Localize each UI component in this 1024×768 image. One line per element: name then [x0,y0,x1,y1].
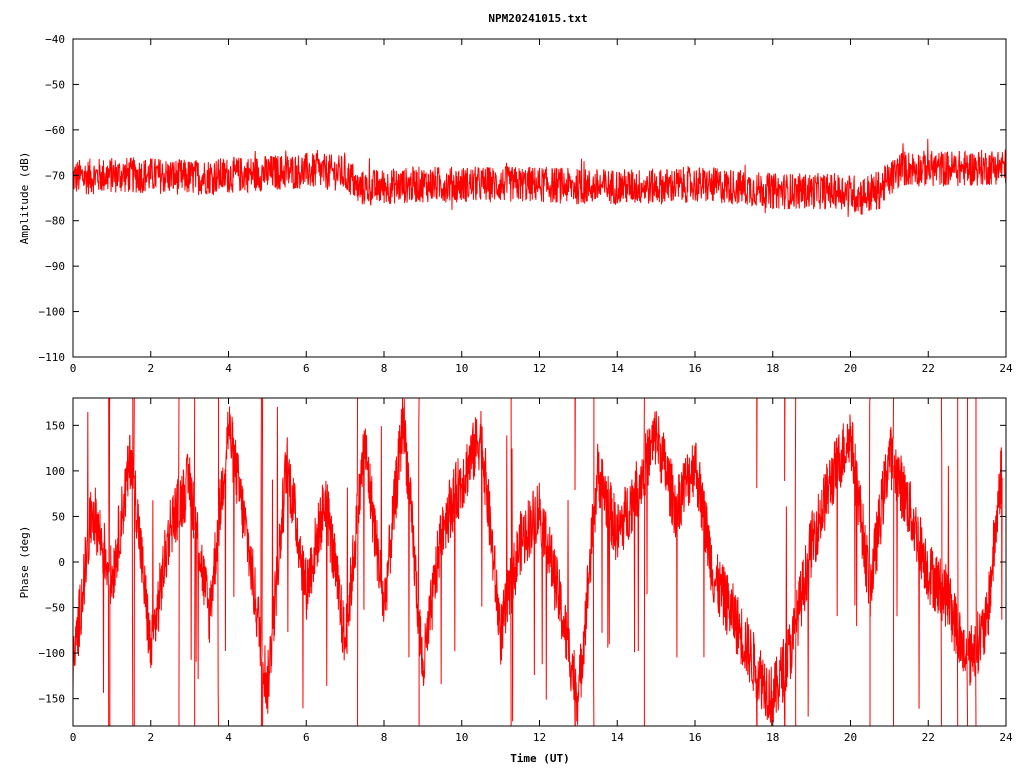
phase-xtick-label: 0 [70,731,77,744]
phase-xtick-label: 14 [611,731,625,744]
phase-ytick-label: 100 [45,465,65,478]
amplitude-xtick-label: 6 [303,362,310,375]
phase-xtick-label: 16 [688,731,701,744]
amplitude-xtick-label: 12 [533,362,546,375]
phase-xlabel: Time (UT) [510,752,570,765]
amplitude-ytick-label: −70 [45,169,65,182]
amplitude-ytick-label: −80 [45,215,65,228]
amplitude-xtick-label: 10 [455,362,468,375]
amplitude-ytick-label: −40 [45,33,65,46]
phase-xtick-label: 4 [225,731,232,744]
amplitude-ytick-label: −60 [45,124,65,137]
amplitude-xtick-label: 20 [844,362,857,375]
phase-ytick-label: 0 [58,556,65,569]
amplitude-ytick-label: −90 [45,260,65,273]
amplitude-xtick-label: 16 [688,362,701,375]
amplitude-ytick-label: −50 [45,78,65,91]
amplitude-xtick-label: 22 [922,362,935,375]
amplitude-xtick-label: 14 [611,362,625,375]
phase-series [73,398,1003,726]
phase-xtick-label: 20 [844,731,857,744]
amplitude-xtick-label: 2 [147,362,154,375]
phase-ytick-label: −100 [39,647,66,660]
chart-title: NPM20241015.txt [488,12,587,25]
amplitude-xtick-label: 8 [381,362,388,375]
phase-series-line [73,398,1003,726]
phase-ytick-label: 50 [52,510,65,523]
phase-xtick-label: 10 [455,731,468,744]
phase-xtick-label: 8 [381,731,388,744]
amplitude-xtick-label: 0 [70,362,77,375]
phase-xtick-label: 6 [303,731,310,744]
amplitude-ylabel: Amplitude (dB) [18,152,31,245]
phase-ytick-label: 150 [45,419,65,432]
phase-xtick-label: 18 [766,731,779,744]
phase-xtick-label: 2 [147,731,154,744]
amplitude-ytick-label: −100 [39,306,66,319]
amplitude-ytick-label: −110 [39,351,66,364]
amplitude-series [72,138,1007,217]
amplitude-xtick-label: 18 [766,362,779,375]
phase-ytick-label: −50 [45,602,65,615]
amplitude-panel: 0 2 4 6 8 10 12 14 16 18 20 22 24−40−50−60−70−80−90−… [18,33,1013,375]
phase-ylabel: Phase (deg) [18,526,31,599]
phase-ytick-label: −150 [39,693,66,706]
amplitude-xtick-label: 24 [999,362,1013,375]
phase-panel: 0 2 4 6 8 10 12 14 16 18 20 22 24150100500−50−100−15… [18,397,1013,765]
amplitude-xtick-label: 4 [225,362,232,375]
phase-axes: 0 2 4 6 8 10 12 14 16 18 20 22 24150100500−50−100−15… [39,398,1013,744]
phase-xtick-label: 24 [999,731,1013,744]
amplitude-axes: 0 2 4 6 8 10 12 14 16 18 20 22 24−40−50−60−70−80−90−… [39,33,1013,375]
amplitude-series-line [72,138,1007,217]
phase-xtick-label: 12 [533,731,546,744]
phase-xtick-label: 22 [922,731,935,744]
